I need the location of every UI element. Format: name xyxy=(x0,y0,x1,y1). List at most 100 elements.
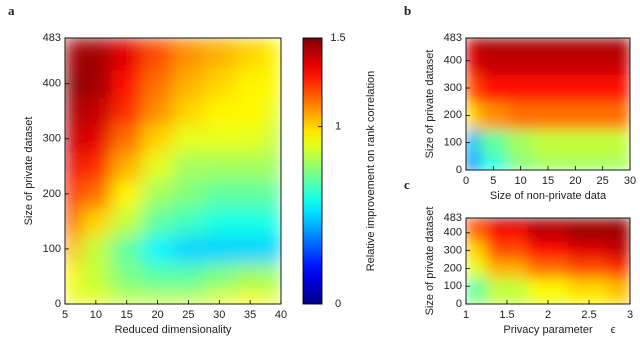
heatmap-cell xyxy=(142,97,174,126)
heatmap-cell xyxy=(616,156,630,170)
heatmap-cell xyxy=(234,38,267,48)
heatmap-cell xyxy=(173,290,205,304)
heatmap-cell xyxy=(507,156,535,170)
heatmap-cell xyxy=(173,47,205,71)
heatmap-cell xyxy=(561,74,590,103)
y-tick-label: 0 xyxy=(456,298,462,310)
heatmap-cell xyxy=(111,262,143,291)
x-tick-label: 40 xyxy=(275,309,287,321)
heatmap-cell xyxy=(65,97,81,126)
heatmap-cell xyxy=(142,235,174,264)
heatmap-cell xyxy=(65,235,81,264)
heatmap-cell xyxy=(568,241,610,260)
heatmap-cell xyxy=(265,207,281,236)
x-tick-label: 20 xyxy=(151,309,163,321)
heatmap-cell xyxy=(466,277,487,296)
heatmap-cell xyxy=(568,259,610,278)
heatmap-cell xyxy=(466,156,481,170)
x-tick-label: 25 xyxy=(182,309,194,321)
y-tick-label: 100 xyxy=(444,137,462,149)
heatmap-cell xyxy=(486,277,528,296)
heatmap-cell xyxy=(65,38,81,48)
heatmap-cells xyxy=(65,38,281,304)
heatmap-cell xyxy=(203,97,236,126)
colorbar-frame xyxy=(302,37,323,305)
heatmap-cell xyxy=(203,152,236,181)
heatmap-cell xyxy=(265,97,281,126)
heatmap-cell xyxy=(527,218,569,226)
y-tick-label: 483 xyxy=(444,212,462,224)
heatmap-cell xyxy=(80,38,112,48)
heatmap-cell xyxy=(507,74,535,103)
heatmap-cell xyxy=(80,235,112,264)
plot-frame xyxy=(64,37,282,305)
heatmap-cell xyxy=(486,259,528,278)
heatmap-cell xyxy=(609,225,630,243)
y-tick-label: 100 xyxy=(43,243,61,255)
heatmap-cell xyxy=(142,152,174,181)
heatmap-cell xyxy=(234,97,267,126)
panel-letter: c xyxy=(404,177,410,192)
y-axis-label: Size of private dataset xyxy=(424,207,436,316)
heatmap-cell xyxy=(466,101,481,130)
heatmap-cell xyxy=(111,207,143,236)
heatmap-cell xyxy=(111,97,143,126)
y-tick-label: 0 xyxy=(456,164,462,176)
heatmap-cell xyxy=(203,38,236,48)
heatmap-cell xyxy=(111,47,143,71)
heatmap-cell xyxy=(80,152,112,181)
heatmap-cell xyxy=(507,49,535,75)
x-tick-label: 1.5 xyxy=(499,309,514,321)
heatmap-cell xyxy=(568,218,610,226)
heatmap-cell xyxy=(486,295,528,304)
x-tick-label: 30 xyxy=(213,309,225,321)
y-tick-label: 300 xyxy=(444,244,462,256)
x-axis-label: Size of non-private data xyxy=(490,190,607,202)
heatmap-cell xyxy=(534,101,563,130)
heatmap-cell xyxy=(234,125,267,154)
heatmap-cell xyxy=(65,207,81,236)
heatmap-cell xyxy=(65,69,81,98)
heatmap-cell xyxy=(589,129,617,157)
heatmap-cell xyxy=(173,180,205,209)
heatmap xyxy=(466,218,630,304)
heatmap-cell xyxy=(203,290,236,304)
heatmap-cell xyxy=(234,207,267,236)
heatmap-cell xyxy=(466,38,481,50)
heatmap-cell xyxy=(142,38,174,48)
heatmap-cell xyxy=(534,49,563,75)
colorbar-tick-label: 1.5 xyxy=(330,32,345,44)
heatmap xyxy=(466,38,630,170)
heatmap-cell xyxy=(111,69,143,98)
x-tick-label: 5 xyxy=(490,175,496,187)
heatmap-cell xyxy=(589,38,617,50)
heatmap-cell xyxy=(466,259,487,278)
heatmap-cell xyxy=(265,180,281,209)
heatmap-cell xyxy=(80,290,112,304)
x-tick-label: 1 xyxy=(463,309,469,321)
heatmap-cell xyxy=(265,290,281,304)
heatmap-cell xyxy=(142,69,174,98)
colorbar-tick-label: 1 xyxy=(335,121,341,133)
x-tick-label: 20 xyxy=(569,175,581,187)
x-tick-label: 10 xyxy=(515,175,527,187)
heatmap-cell xyxy=(80,69,112,98)
heatmap-cell xyxy=(466,225,487,243)
heatmap-cell xyxy=(173,235,205,264)
heatmap-cell xyxy=(234,69,267,98)
heatmap-cell xyxy=(609,241,630,260)
heatmap-cell xyxy=(466,218,487,226)
x-tick-label: 35 xyxy=(244,309,256,321)
heatmap-cell xyxy=(265,235,281,264)
x-tick-label: 5 xyxy=(62,309,68,321)
heatmap-cells xyxy=(466,218,630,304)
panel-letter: b xyxy=(404,3,411,18)
x-tick-label: 15 xyxy=(542,175,554,187)
heatmap-cell xyxy=(65,47,81,71)
heatmap-cell xyxy=(142,290,174,304)
heatmap-cell xyxy=(265,38,281,48)
heatmap-cell xyxy=(142,125,174,154)
heatmap-cell xyxy=(80,47,112,71)
heatmap-cell xyxy=(527,259,569,278)
heatmap-cell xyxy=(80,207,112,236)
